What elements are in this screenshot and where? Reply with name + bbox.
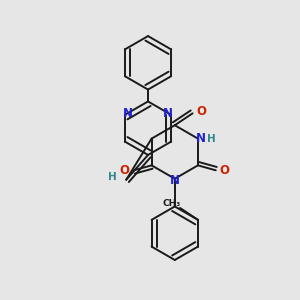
Text: O: O xyxy=(196,105,206,118)
Text: N: N xyxy=(163,107,173,120)
Text: CH₃: CH₃ xyxy=(162,200,180,208)
Text: O: O xyxy=(120,164,130,177)
Text: N: N xyxy=(170,174,180,187)
Text: N: N xyxy=(196,132,206,145)
Text: H: H xyxy=(108,172,117,182)
Text: N: N xyxy=(123,107,133,120)
Text: O: O xyxy=(220,164,230,177)
Text: H: H xyxy=(207,134,216,144)
